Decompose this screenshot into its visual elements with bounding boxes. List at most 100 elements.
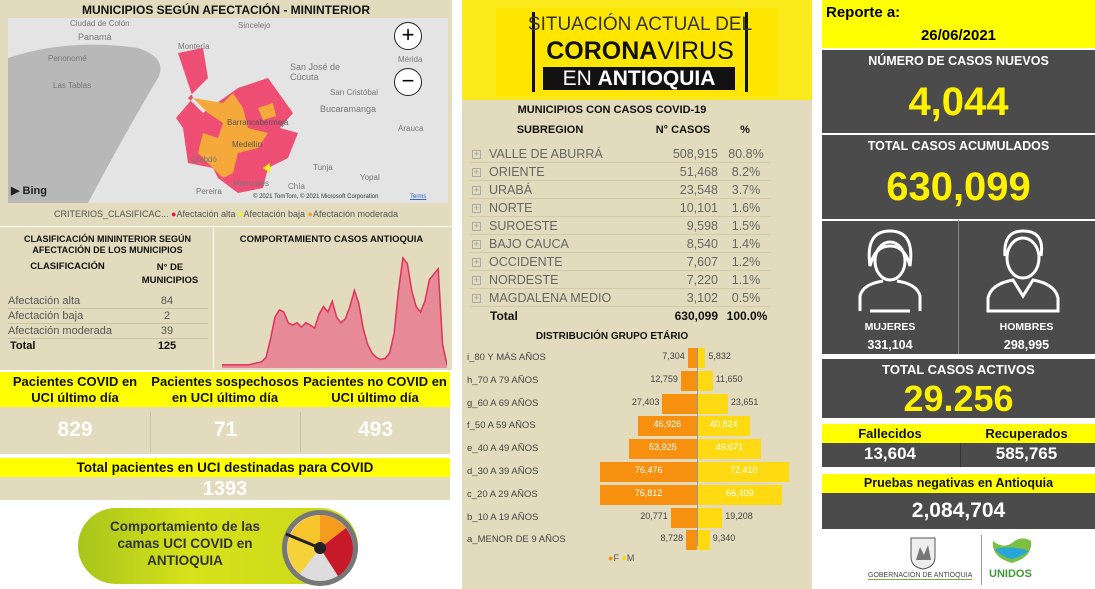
map-label: Mérida — [398, 55, 423, 64]
subregion-name: SUROESTE — [489, 219, 558, 233]
terms-link[interactable]: Terms — [410, 194, 427, 200]
recuperados-value: 585,765 — [995, 444, 1058, 463]
age-label: i_80 Y MÁS AÑOS — [467, 352, 546, 363]
banner-text: Comportamiento de las camas UCI COVID en… — [109, 519, 261, 568]
age-label: b_10 A 19 AÑOS — [467, 511, 539, 523]
bar-m — [698, 530, 710, 551]
subregion-pct: 1.2% — [731, 255, 761, 269]
map-label: Yopal — [360, 173, 380, 182]
map-label: Penonomé — [48, 54, 87, 63]
pruebas-label: Pruebas negativas en Antioquia — [822, 474, 1095, 493]
col-pct: % — [740, 124, 750, 136]
total-label: Total — [10, 340, 36, 352]
subregion-cases: 51,468 — [679, 165, 718, 179]
map-label: Quibdó — [191, 155, 217, 164]
expand-icon[interactable]: + — [472, 257, 481, 268]
value-m: 72,410 — [729, 465, 758, 475]
age-label: g_60 A 69 AÑOS — [467, 397, 539, 409]
subregion-cases: 9,598 — [686, 219, 718, 233]
subregion-cases: 508,915 — [672, 147, 718, 161]
subregion-row[interactable]: + ORIENTE 51,468 8.2% — [470, 163, 770, 181]
map-label: Tunja — [313, 163, 333, 172]
row-label: Afectación moderada — [8, 325, 112, 337]
map-label: Ciudad de Colón — [70, 19, 130, 28]
map-label: Pereira — [196, 187, 222, 196]
pyramid-title: DISTRIBUCIÓN GRUPO ETÁRIO — [535, 331, 689, 342]
legend-item-baja: Afectación baja — [243, 209, 305, 219]
total-pct: 100.0% — [726, 309, 768, 323]
area-line — [222, 256, 447, 366]
legend-title: CRITERIOS_CLASIFICAC... — [53, 209, 169, 219]
subregion-row[interactable]: + OCCIDENTE 7,607 1.2% — [470, 253, 770, 271]
subregion-row[interactable]: + VALLE DE ABURRÁ 508,915 80.8% — [470, 145, 770, 163]
col-clasificacion: CLASIFICACIÓN — [30, 261, 105, 272]
subregion-cases: 8,540 — [686, 237, 718, 251]
gobernacion-shield-icon — [910, 537, 936, 570]
unidos-logo-icon — [992, 538, 1032, 563]
pruebas-value: 2,084,704 — [822, 493, 1095, 529]
activos-label: TOTAL CASOS ACTIVOS — [882, 362, 1035, 377]
value-m: 40,824 — [710, 419, 738, 430]
bar-f — [637, 416, 697, 437]
age-label: f_50 A 59 AÑOS — [467, 420, 536, 432]
subregion-row[interactable]: + BAJO CAUCA 8,540 1.4% — [470, 235, 770, 253]
recuperados-label: Recuperados — [985, 426, 1068, 441]
expand-icon[interactable]: + — [472, 293, 481, 304]
age-label: d_30 A 39 AÑOS — [467, 466, 539, 477]
hombres-label: HOMBRES — [999, 321, 1054, 333]
nuevos-value: 4,044 — [908, 80, 1009, 124]
age-label: c_20 A 29 AÑOS — [467, 488, 538, 500]
gauge-icon — [282, 510, 358, 586]
subregion-total-row: Total 630,099 100.0% — [470, 307, 770, 325]
map-label: San Cristóbal — [330, 88, 379, 97]
map-legend: CRITERIOS_CLASIFICAC... ●Afectación alta… — [53, 209, 399, 219]
subregion-cases: 7,607 — [686, 255, 718, 269]
expand-icon[interactable]: + — [472, 239, 481, 250]
col-municipios: N° DE MUNICIPIOS — [141, 262, 199, 286]
map-label: Bucaramanga — [320, 104, 377, 114]
bar-f — [600, 462, 697, 482]
expand-icon[interactable]: + — [472, 275, 481, 286]
expand-icon[interactable]: + — [472, 221, 481, 232]
expand-icon[interactable]: + — [472, 149, 481, 160]
bar-m — [698, 484, 782, 505]
subregion-name: NORTE — [489, 201, 533, 215]
value-m: 19,208 — [725, 510, 753, 521]
bing-logo-icon: ▶ — [11, 185, 23, 197]
total-label: Total — [490, 309, 518, 323]
fallecidos-label: Fallecidos — [858, 426, 922, 441]
expand-icon[interactable]: + — [472, 185, 481, 196]
subregion-row[interactable]: + URABÁ 23,548 3.7% — [470, 181, 770, 199]
row-value: 2 — [163, 310, 171, 322]
value-m: 5,832 — [708, 351, 731, 361]
subregion-name: ORIENTE — [489, 165, 545, 179]
subregion-pct: 8.2% — [731, 165, 761, 179]
subregion-row[interactable]: + NORDESTE 7,220 1.1% — [470, 271, 770, 289]
map-label: Chía — [288, 182, 305, 191]
subregion-row[interactable]: + NORTE 10,101 1.6% — [470, 199, 770, 217]
expand-icon[interactable]: + — [472, 167, 481, 178]
subregion-pct: 3.7% — [731, 183, 761, 197]
map[interactable]: Ciudad de Colón Panamá Penonomé Las Tabl… — [8, 18, 448, 203]
bar-f — [628, 439, 697, 460]
acum-label: TOTAL CASOS ACUMULADOS — [867, 139, 1050, 153]
acum-value: 630,099 — [886, 165, 1031, 209]
subregion-pct: 1.1% — [731, 273, 761, 287]
legend-item-moderada: Afectación moderada — [312, 209, 399, 219]
subregion-name: URABÁ — [489, 183, 533, 197]
zoom-in-button[interactable]: + — [394, 22, 422, 50]
zoom-out-button[interactable]: − — [394, 68, 422, 96]
map-label: Barrancabermeja — [227, 118, 289, 127]
subregion-row[interactable]: + SUROESTE 9,598 1.5% — [470, 217, 770, 235]
expand-icon[interactable]: + — [472, 203, 481, 214]
legend-f: F — [613, 553, 619, 563]
mujeres-value: 331,104 — [867, 338, 913, 352]
value-f: 20,771 — [640, 510, 668, 521]
total-cases: 630,099 — [674, 309, 718, 323]
mujeres-label: MUJERES — [864, 321, 916, 333]
col-casos-sort[interactable]: N° CASOS — [655, 124, 711, 136]
header-line2: CORONAVIRUS — [546, 37, 734, 65]
map-shapes — [8, 44, 298, 203]
subregion-row[interactable]: + MAGDALENA MEDIO 3,102 0.5% — [470, 289, 770, 307]
map-label: Las Tablas — [53, 81, 92, 90]
